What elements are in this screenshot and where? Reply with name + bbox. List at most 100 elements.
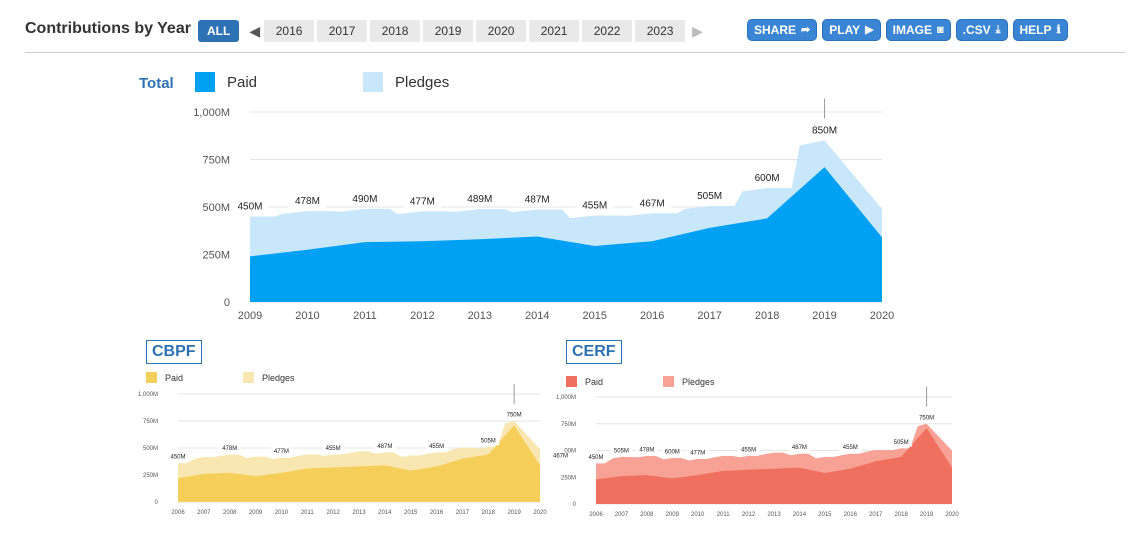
year-2021-button[interactable]: 2021 [529, 20, 580, 42]
year-2018-button[interactable]: 2018 [370, 20, 421, 42]
share-icon: ➦ [801, 24, 811, 36]
year-2020-button[interactable]: 2020 [476, 20, 527, 42]
play-button[interactable]: PLAY ▶ [822, 19, 881, 41]
cerf-xtick-label: 2008 [640, 512, 654, 518]
cbpf-paid-swatch [146, 372, 157, 383]
total-data-label-bg [518, 192, 557, 207]
cerf-xtick-label: 2009 [666, 512, 680, 518]
cbpf-pledges-swatch [243, 372, 255, 383]
legend-paid-swatch [195, 72, 215, 92]
cbpf-xtick-label: 2009 [249, 510, 263, 516]
cerf-xtick-label: 2015 [818, 512, 832, 518]
cbpf-ytick-label: 750M [143, 419, 158, 425]
cerf-side-label: 467M [553, 453, 568, 459]
total-ytick-label: 750M [202, 154, 230, 166]
cerf-pledges-label: Pledges [682, 376, 715, 387]
cbpf-xtick-label: 2012 [326, 510, 340, 516]
total-data-label: 467M [640, 198, 665, 209]
cbpf-data-label: 478M [222, 446, 237, 452]
cerf-data-label: 505M [614, 448, 629, 454]
page-title: Contributions by Year [25, 20, 191, 37]
cbpf-data-label: 487M [377, 444, 392, 450]
action-buttons: SHARE ➦ PLAY ▶ IMAGE ◙ .CSV ⤓ HELP ℹ [747, 19, 1073, 41]
cbpf-data-label-bg [503, 410, 526, 420]
cerf-legend: Paid Pledges [566, 376, 715, 387]
cerf-label[interactable]: CERF [566, 340, 622, 364]
total-data-label-bg [633, 196, 672, 211]
total-xtick-label: 2020 [870, 310, 894, 322]
cbpf-label[interactable]: CBPF [146, 340, 202, 364]
total-data-label: 490M [352, 194, 377, 205]
year-2016-button[interactable]: 2016 [264, 20, 315, 42]
cbpf-xtick-label: 2010 [275, 510, 289, 516]
image-button[interactable]: IMAGE ◙ [885, 19, 951, 41]
share-button[interactable]: SHARE ➦ [747, 19, 818, 41]
total-xtick-label: 2013 [468, 310, 492, 322]
total-data-label: 489M [467, 194, 492, 205]
cerf-data-label: 455M [741, 447, 756, 453]
total-data-label: 850M [812, 126, 837, 137]
year-2019-button[interactable]: 2019 [423, 20, 474, 42]
next-arrow-icon[interactable]: ▶ [692, 22, 703, 39]
total-data-label-bg [690, 189, 729, 204]
help-button[interactable]: HELP ℹ [1012, 19, 1068, 41]
total-data-label: 450M [237, 202, 262, 213]
total-xtick-label: 2016 [640, 310, 664, 322]
cbpf-xtick-label: 2007 [197, 510, 211, 516]
cbpf-xtick-label: 2016 [430, 510, 444, 516]
cbpf-ytick-label: 1,000M [138, 392, 158, 398]
cbpf-paid-area [178, 425, 540, 502]
cbpf-ytick-label: 250M [143, 473, 158, 479]
image-label: IMAGE [892, 23, 932, 37]
cerf-data-label: 455M [843, 445, 858, 451]
cerf-paid-label: Paid [585, 376, 604, 387]
cerf-ytick-label: 0 [573, 502, 577, 508]
csv-button[interactable]: .CSV ⤓ [955, 19, 1008, 41]
total-ytick-label: 0 [224, 297, 230, 309]
cbpf-xtick-label: 2011 [301, 510, 315, 516]
cerf-xtick-label: 2013 [767, 512, 781, 518]
legend-paid-label: Paid [227, 73, 258, 91]
play-icon: ▶ [865, 24, 874, 36]
toolbar: Contributions by Year ALL ◀ 2016 2017 20… [0, 0, 1141, 52]
cerf-ytick-label: 1,000M [556, 395, 576, 401]
camera-icon: ◙ [936, 24, 944, 36]
cbpf-data-label: 505M [481, 438, 496, 444]
cerf-data-label-bg [890, 437, 913, 447]
total-data-label-bg [460, 192, 499, 207]
year-2017-button[interactable]: 2017 [317, 20, 368, 42]
play-label: PLAY [829, 23, 861, 37]
cerf-data-label-bg [686, 448, 709, 458]
cerf-ytick-label: 750M [561, 422, 576, 428]
legend-paid: Paid [195, 72, 257, 92]
info-icon: ℹ [1056, 24, 1061, 36]
cbpf-xtick-label: 2015 [404, 510, 418, 516]
year-2023-button[interactable]: 2023 [635, 20, 686, 42]
cbpf-legend: Paid Pledges [146, 372, 295, 383]
cerf-data-label: 600M [665, 449, 680, 455]
total-xtick-label: 2009 [238, 310, 262, 322]
total-data-label-bg [231, 199, 269, 214]
total-xtick-label: 2019 [812, 310, 836, 322]
year-all-button[interactable]: ALL [198, 20, 240, 42]
cbpf-data-label-bg [322, 443, 345, 453]
cbpf-data-label-bg [425, 441, 448, 451]
cerf-xtick-label: 2019 [920, 512, 934, 518]
cbpf-xtick-label: 2006 [171, 510, 185, 516]
csv-label: .CSV [962, 23, 991, 37]
cerf-xtick-label: 2016 [844, 512, 858, 518]
legend-pledges-swatch [363, 72, 383, 92]
cerf-data-label: 750M [919, 415, 934, 421]
cerf-xtick-label: 2020 [945, 512, 959, 518]
cbpf-xtick-label: 2014 [378, 510, 392, 516]
cerf-data-label-bg [915, 412, 938, 422]
cerf-data-label-bg [610, 446, 633, 456]
cerf-paid-swatch [566, 376, 577, 387]
prev-arrow-icon[interactable]: ◀ [249, 22, 261, 39]
total-data-label: 487M [525, 194, 550, 205]
year-2022-button[interactable]: 2022 [582, 20, 633, 42]
cerf-data-label: 505M [894, 440, 909, 446]
total-data-label: 600M [755, 173, 780, 184]
total-xtick-label: 2018 [755, 310, 779, 322]
total-data-label-bg [575, 198, 614, 213]
